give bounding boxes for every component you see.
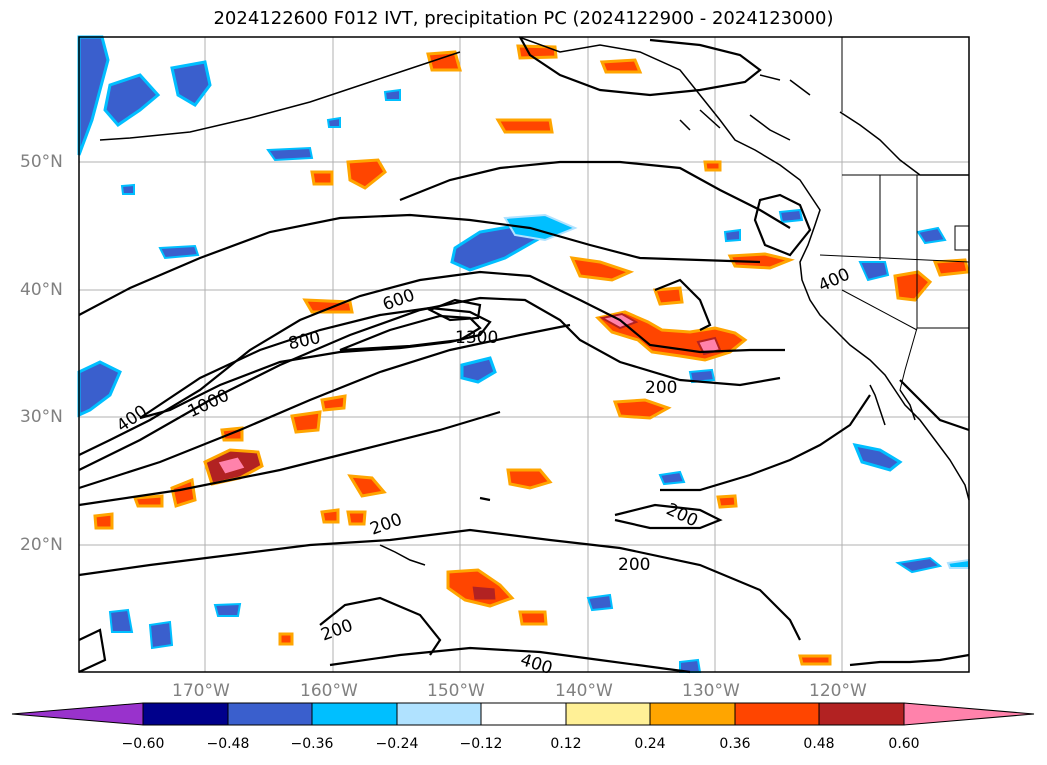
- lon-label: 120°W: [809, 681, 867, 701]
- colorbar-tick: 0.48: [803, 736, 835, 752]
- lat-label: 40°N: [20, 280, 63, 300]
- graticule: [79, 37, 969, 672]
- plot-area: [79, 37, 969, 672]
- colorbar-tick: 0.60: [888, 736, 920, 752]
- contour-label: 1300: [455, 328, 498, 348]
- lon-label: 140°W: [555, 681, 613, 701]
- colorbar-tick: −0.24: [375, 736, 419, 752]
- colorbar-segment: [649, 702, 736, 726]
- lat-label: 30°N: [20, 407, 63, 427]
- colorbar-tick: −0.12: [459, 736, 503, 752]
- map-title: 2024122600 F012 IVT, precipitation PC (2…: [213, 8, 834, 29]
- colorbar-tick: −0.36: [290, 736, 334, 752]
- lon-label: 170°W: [172, 681, 230, 701]
- colorbar-segment: [565, 702, 651, 726]
- lon-label: 150°W: [427, 681, 485, 701]
- colorbar: [11, 702, 1035, 726]
- colorbar-extend-low: [11, 702, 144, 726]
- coastlines: [99, 36, 970, 566]
- colorbar-segment: [396, 702, 482, 726]
- colorbar-segment: [734, 702, 820, 726]
- contour-label: 200: [618, 555, 650, 575]
- colorbar-segment: [311, 702, 398, 726]
- colorbar-tick: −0.60: [121, 736, 165, 752]
- contour-label: 200: [645, 378, 677, 398]
- colorbar-segment: [227, 702, 313, 726]
- colorbar-tick: 0.12: [550, 736, 582, 752]
- lat-label: 50°N: [20, 152, 63, 172]
- lat-label: 20°N: [20, 535, 63, 555]
- lon-label: 130°W: [682, 681, 740, 701]
- colorbar-segment: [142, 702, 229, 726]
- colorbar-segment: [480, 702, 567, 726]
- negative-precip-patches: [77, 35, 970, 673]
- colorbar-extend-high: [903, 702, 1035, 726]
- colorbar-tick: 0.24: [634, 736, 666, 752]
- plot-border: [78, 36, 970, 673]
- lon-label: 160°W: [300, 681, 358, 701]
- colorbar-tick: 0.36: [719, 736, 751, 752]
- colorbar-tick: −0.48: [206, 736, 250, 752]
- colorbar-segment: [818, 702, 905, 726]
- ivt-contours: [78, 36, 970, 674]
